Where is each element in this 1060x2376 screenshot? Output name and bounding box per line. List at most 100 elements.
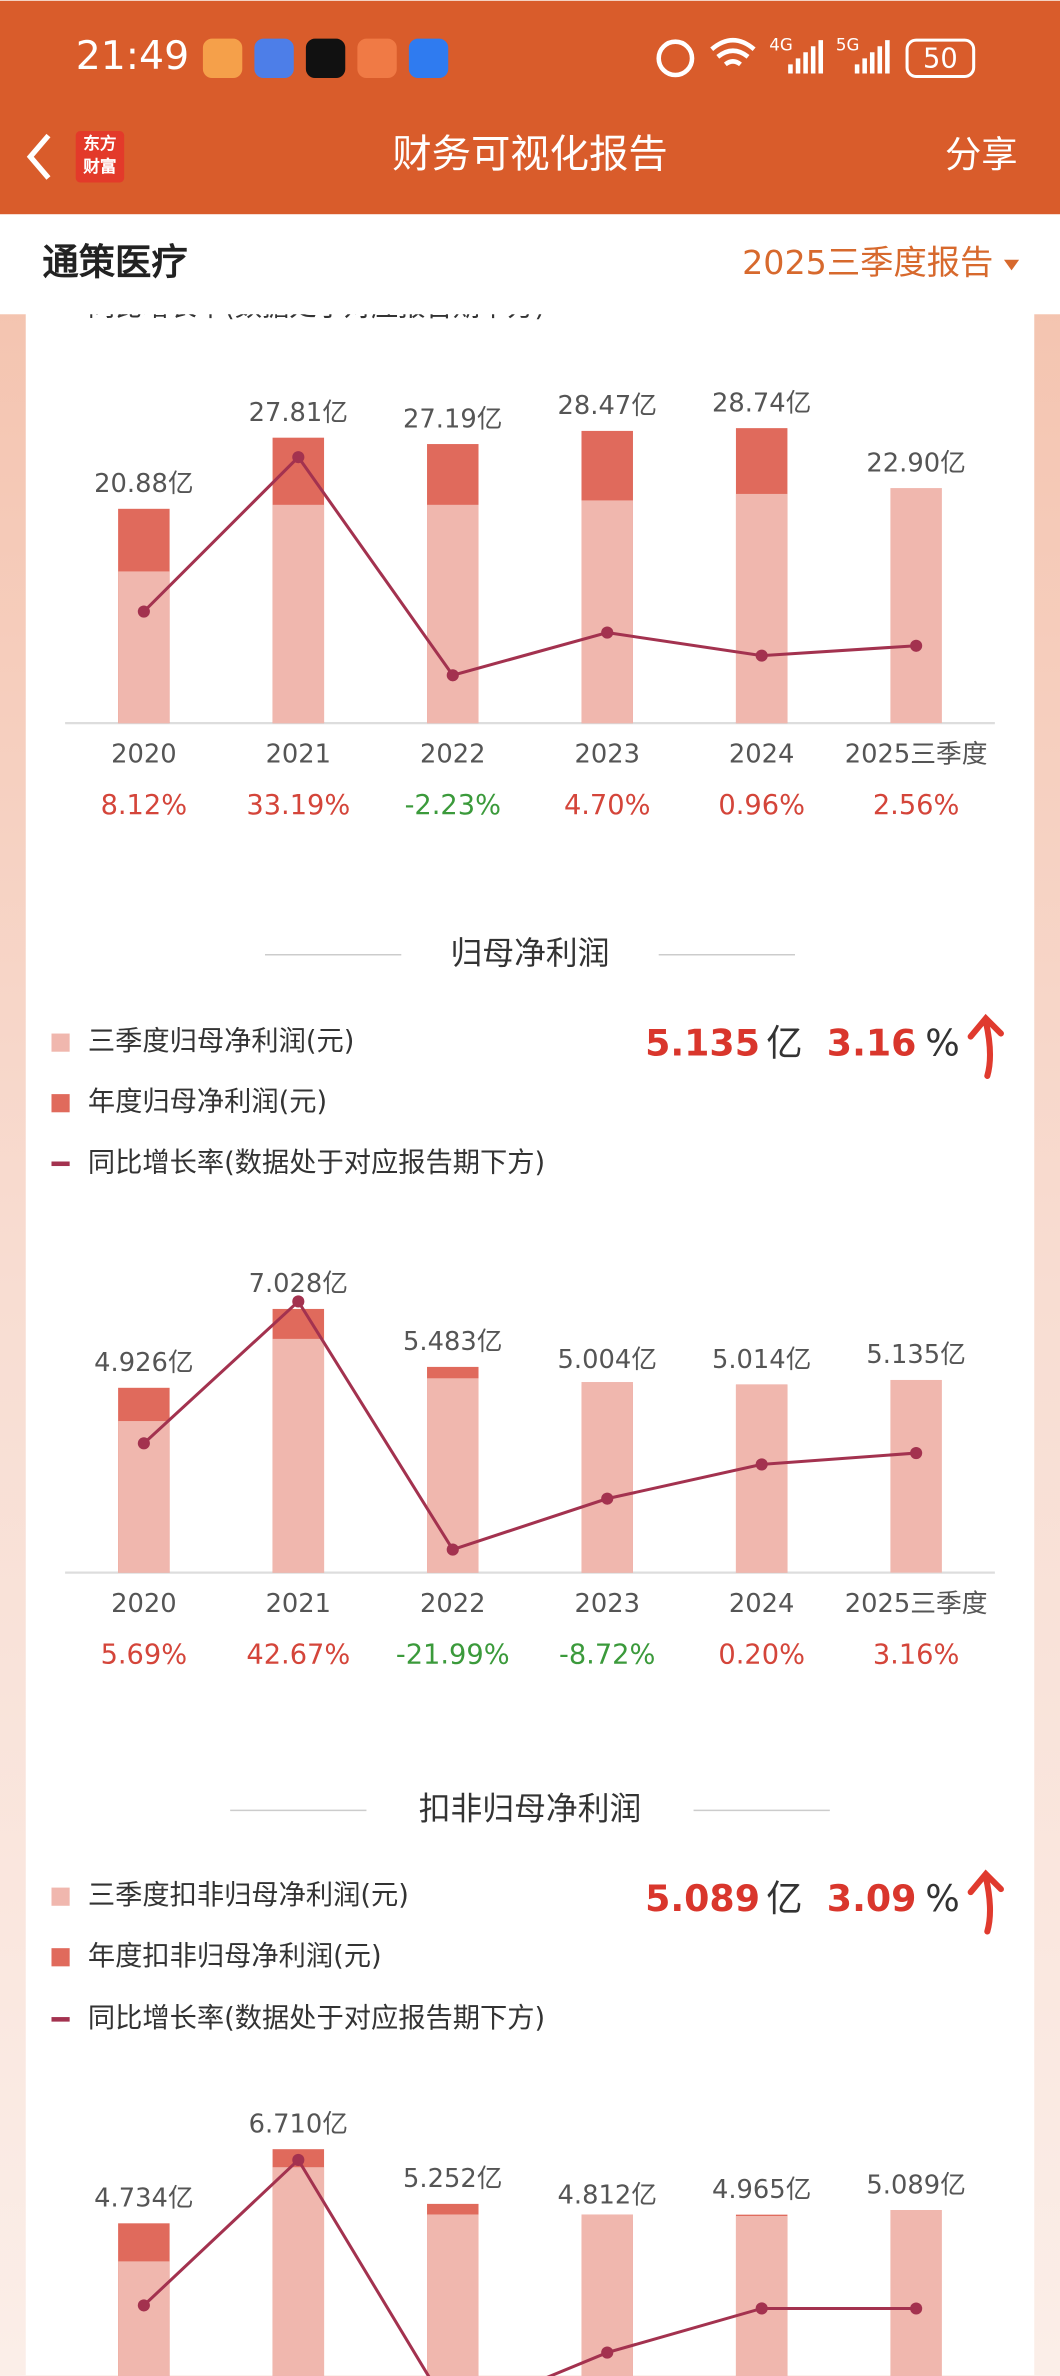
x-tick-label: 2020 [111, 739, 176, 769]
x-tick-label: 2020 [111, 1589, 176, 1619]
value-label: 5.252亿 [403, 2164, 502, 2194]
value-label: 27.19亿 [403, 404, 502, 434]
card [25, 214, 1035, 2376]
app-icon [357, 38, 397, 79]
growth-line [142, 454, 917, 678]
value-label: 6.710亿 [249, 2109, 348, 2139]
logo [75, 131, 125, 183]
legend-marker [51, 2017, 70, 2022]
legend-marker [51, 1887, 70, 1906]
top-bar: 21:49 4G 5G 50 东方 财富 财务可视化报告 分享 通策医疗 202… [0, 0, 1060, 315]
x-tick-label: 2022 [420, 1589, 486, 1619]
bar [272, 2167, 325, 2376]
growth-label: 3.16% [873, 1639, 960, 1670]
growth-point [137, 605, 150, 618]
bar [890, 488, 942, 724]
app-icon [202, 38, 243, 79]
legend-marker [51, 1094, 70, 1113]
growth-line [142, 1299, 917, 1552]
growth-label: 4.70% [564, 790, 651, 821]
headline-value: 5.135 [645, 1022, 760, 1065]
growth-label: -8.72% [559, 1639, 655, 1670]
growth-label: -2.23% [405, 790, 501, 821]
legend-label: 年度归母净利润(元) [88, 1087, 327, 1118]
x-tick-label: 2025三季度 [845, 1589, 988, 1619]
dropdown-arrow[interactable] [1003, 259, 1020, 271]
legend-label: 年度扣非归母净利润(元) [88, 1941, 382, 1972]
bar [581, 500, 633, 724]
value-label: 5.135亿 [866, 1340, 965, 1370]
value-label: 5.483亿 [403, 1327, 502, 1357]
battery-level: 50 [923, 43, 958, 74]
value-label: 4.812亿 [558, 2181, 657, 2211]
value-label: 4.734亿 [94, 2184, 193, 2214]
headline-growth-unit: % [925, 1022, 960, 1065]
app-icon [305, 38, 346, 79]
value-label: 5.014亿 [712, 1345, 811, 1375]
growth-point [601, 1492, 614, 1505]
bar [427, 1378, 479, 1573]
headline-unit: 亿 [766, 1877, 802, 1920]
value-label: 5.004亿 [558, 1345, 657, 1375]
growth-label: 33.19% [246, 790, 350, 821]
x-tick-label: 2024 [729, 739, 795, 769]
wifi-icon [710, 37, 756, 67]
growth-point [601, 626, 614, 639]
battery-icon [905, 38, 976, 79]
bar [735, 2215, 788, 2376]
x-tick-label: 2025三季度 [845, 739, 988, 769]
growth-point [755, 649, 768, 662]
header-background [0, 0, 1060, 215]
x-tick-label: 2021 [266, 739, 332, 769]
bar [735, 493, 788, 724]
company-name: 通策医疗 [42, 240, 187, 283]
legend-label: 三季度归母净利润(元) [88, 1026, 355, 1057]
growth-line [142, 2157, 917, 2376]
growth-label: 5.69% [101, 1639, 188, 1670]
growth-point [292, 2153, 305, 2167]
legend-marker [51, 1033, 70, 1052]
x-tick-label: 2023 [574, 1589, 640, 1619]
x-tick-label: 2023 [574, 739, 640, 769]
section-title: 扣非归母净利润 [419, 1790, 642, 1827]
value-label: 28.47亿 [558, 391, 657, 421]
headline-growth: 3.09 [827, 1877, 917, 1920]
growth-label: 0.20% [718, 1639, 805, 1670]
growth-label: 2.56% [873, 790, 960, 821]
signal-icon [788, 40, 824, 74]
growth-point [601, 2346, 614, 2359]
signal-icon [854, 40, 890, 74]
logo-text: 财富 [83, 156, 116, 176]
x-tick-label: 2024 [729, 1589, 795, 1619]
growth-label: -21.99% [396, 1639, 510, 1670]
legend-marker [51, 1161, 70, 1167]
x-tick-label: 2021 [266, 1589, 332, 1619]
company-bar [0, 214, 1060, 315]
value-label: 22.90亿 [866, 448, 965, 478]
back-button[interactable] [26, 133, 51, 180]
growth-point [292, 1295, 305, 1308]
headline-growth: 3.16 [827, 1022, 917, 1065]
legend-label: 同比增长率(数据处于对应报告期下方) [88, 1147, 545, 1178]
value-label: 27.81亿 [249, 398, 348, 428]
content: 同比增长率(数据处于对应报告期下方) 8.12% 33.19% -2.23% 4.70%… [51, 292, 1004, 2376]
headline-value: 5.089 [645, 1877, 760, 1920]
growth-point [910, 1447, 923, 1460]
bar [118, 2261, 170, 2376]
bar [890, 1379, 942, 1573]
up-arrow [967, 1869, 1004, 1935]
page-title: 财务可视化报告 [392, 131, 668, 177]
growth-label: 42.67% [246, 1639, 350, 1670]
growth-label: 0.96% [718, 790, 805, 821]
time: 21:49 [76, 33, 189, 79]
bar [581, 1382, 633, 1573]
x-tick-label: 2022 [420, 739, 486, 769]
period-selector[interactable]: 2025三季度报告 [742, 243, 993, 282]
network-label: 5G [836, 36, 859, 55]
share-button[interactable]: 分享 [945, 133, 1018, 176]
growth-point [910, 639, 923, 652]
network-label: 4G [769, 36, 792, 55]
headline-growth-unit: % [925, 1877, 960, 1920]
bar [890, 2210, 942, 2376]
